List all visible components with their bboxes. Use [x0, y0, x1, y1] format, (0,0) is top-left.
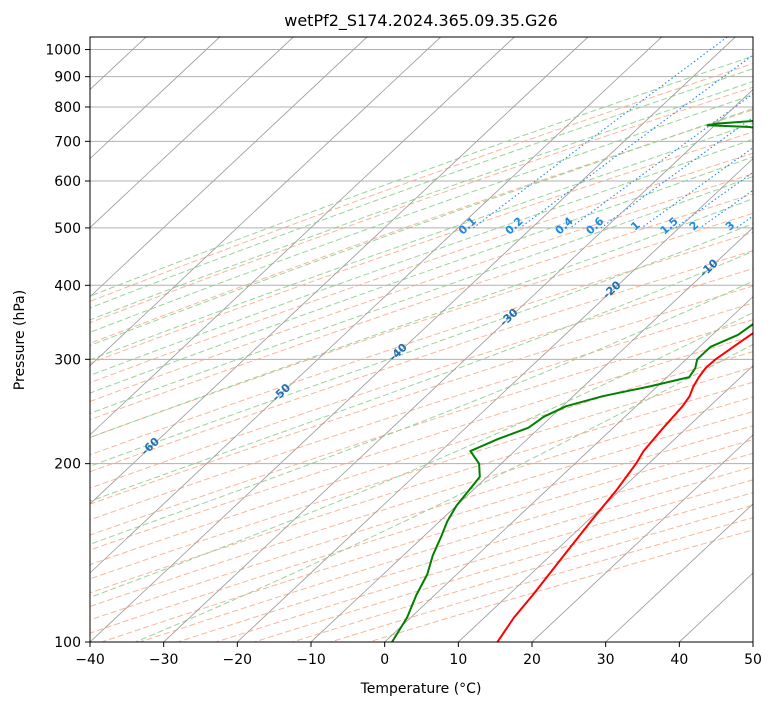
mixing-ratio-line	[569, 93, 753, 229]
x-tick-label: −10	[296, 652, 326, 668]
dry-adiabat-line	[90, 109, 753, 344]
dewpoint-profile-line	[391, 120, 753, 642]
isotherm-line	[90, 37, 662, 574]
dry-adiabat-line	[90, 231, 753, 456]
x-tick-label: 20	[523, 652, 541, 668]
dry-adiabat-line	[90, 366, 753, 580]
x-axis-label: Temperature (°C)	[360, 681, 482, 697]
x-tick-label: 0	[380, 652, 389, 668]
y-tick-label: 200	[54, 457, 81, 473]
isotherm-line	[90, 37, 515, 436]
dry-adiabat-line	[90, 319, 753, 536]
dry-adiabat-line	[90, 285, 753, 505]
mixing-ratio-label: 4	[749, 218, 764, 233]
isotherm-line	[90, 37, 589, 505]
dry-adiabat-line	[90, 63, 753, 302]
isotherm-line	[458, 365, 753, 642]
moist-adiabat-line	[90, 223, 753, 467]
x-tick-label: −20	[223, 652, 253, 668]
x-tick-label: −40	[75, 652, 105, 668]
x-axis-ticks: −40 −30 −20 −10 0 10 20 30 40 50	[75, 642, 762, 668]
grid-lines	[90, 49, 753, 642]
moist-adiabat-line	[90, 80, 753, 321]
moist-adiabat-line	[90, 250, 753, 502]
isotherm-line	[384, 296, 753, 642]
sounding-series	[391, 120, 753, 642]
temperature-profile-line	[496, 331, 753, 642]
x-tick-label: 30	[597, 652, 615, 668]
y-tick-label: 1000	[45, 43, 81, 59]
moist-adiabats	[90, 55, 753, 642]
x-tick-label: 10	[449, 652, 467, 668]
x-tick-label: 50	[744, 652, 762, 668]
y-axis-label: Pressure (hPa)	[12, 290, 28, 390]
y-tick-label: 400	[54, 278, 81, 294]
y-tick-label: 800	[54, 100, 81, 116]
isotherm-line	[90, 37, 220, 160]
moist-adiabat-line	[90, 280, 753, 545]
isotherm-line	[163, 88, 753, 642]
isotherm-line	[90, 37, 441, 367]
dry-adiabat-line	[90, 86, 753, 324]
dry-adiabat-line	[90, 152, 753, 384]
isotherm-line	[605, 503, 753, 642]
y-tick-label: 600	[54, 174, 81, 190]
moist-adiabat-line	[90, 94, 753, 333]
dry-adiabat-line	[90, 193, 753, 421]
moist-adiabat-line	[90, 68, 753, 309]
isotherm-line	[310, 227, 753, 642]
y-tick-label: 300	[54, 352, 81, 368]
y-axis-ticks: 1000 900 800 700 600 500 400 300 200 100	[45, 43, 90, 651]
moist-adiabat-line	[90, 175, 753, 414]
y-tick-label: 700	[54, 134, 81, 150]
y-tick-label: 900	[54, 70, 81, 86]
isotherm-line	[90, 37, 736, 642]
plot-area: -100-90-80-70-60-50-40-30-20-10010203040…	[90, 37, 764, 642]
moist-adiabat-line	[90, 138, 753, 376]
isotherm-line	[90, 37, 294, 229]
x-tick-label: −30	[149, 652, 179, 668]
plot-frame	[89, 36, 754, 643]
dry-adiabat-line	[90, 173, 753, 403]
x-tick-label: 40	[670, 652, 688, 668]
isotherms	[90, 37, 753, 642]
isotherm-line	[90, 37, 368, 298]
moist-adiabat-line	[90, 55, 753, 297]
isotherm-line	[237, 157, 753, 642]
dry-adiabat-line	[90, 335, 753, 551]
y-tick-label: 100	[54, 635, 81, 651]
dry-adiabat-line	[90, 381, 753, 594]
chart-title: wetPf2_S174.2024.365.09.35.G26	[284, 11, 558, 31]
y-tick-label: 500	[54, 221, 81, 237]
moist-adiabat-line	[90, 198, 753, 438]
isotherm-line	[531, 434, 753, 642]
mixing-ratio-lines	[472, 37, 753, 229]
moist-adiabat-line	[90, 108, 753, 347]
